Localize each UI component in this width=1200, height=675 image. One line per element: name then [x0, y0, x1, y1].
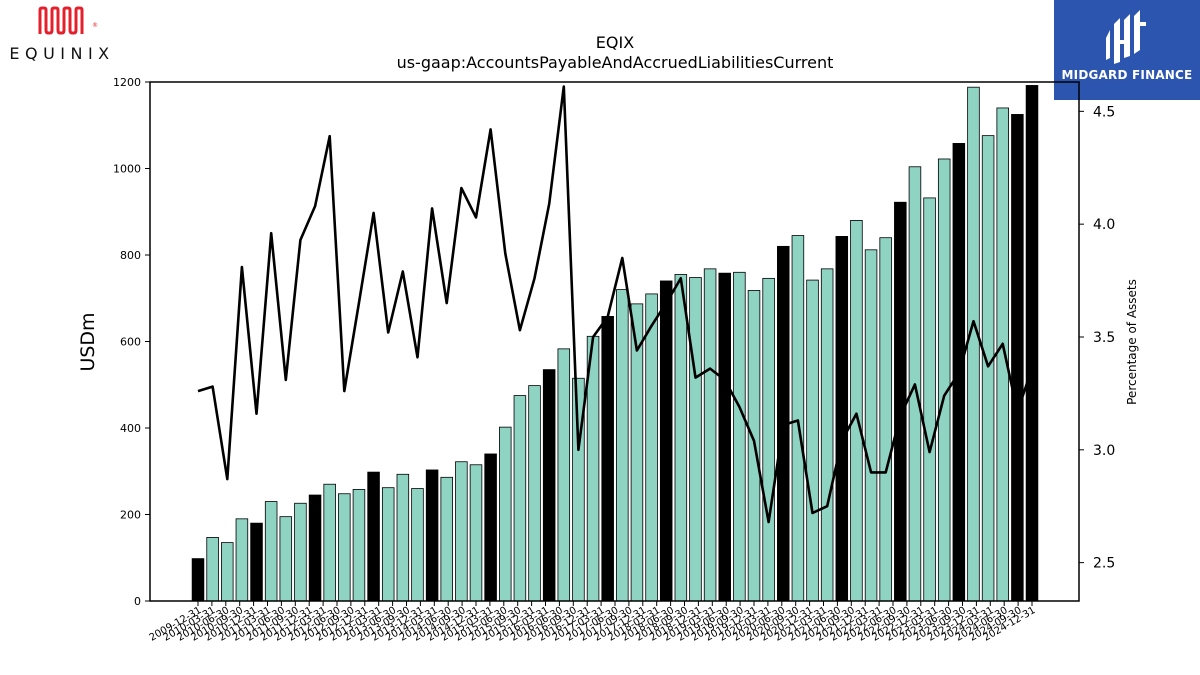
bar	[879, 237, 892, 602]
y-axis-label: USDm	[77, 312, 99, 371]
midgard-finance-logo-mark	[1106, 10, 1146, 64]
bar	[484, 453, 497, 602]
bar	[923, 197, 936, 602]
bar	[557, 348, 571, 602]
bar	[308, 494, 322, 602]
midgard-finance-logo: MIDGARD FINANCE	[1054, 0, 1200, 100]
bar	[850, 219, 863, 602]
bar	[674, 274, 688, 602]
bar	[235, 518, 249, 602]
equinix-logo: ® EQUINIX	[0, 0, 125, 70]
y2-tick-label: 4.5	[1093, 104, 1115, 120]
bar	[718, 272, 731, 602]
y2-axis-ticks: 2.5 3.0 3.5 4.0 4.5	[1079, 104, 1115, 572]
bar	[791, 235, 805, 602]
y2-tick-label: 4.0	[1093, 217, 1115, 233]
bar	[762, 277, 775, 602]
plot-frame	[149, 81, 1080, 602]
bar	[381, 487, 395, 602]
equinix-logo-text: EQUINIX	[9, 44, 114, 63]
y-tick-label: 600	[120, 336, 141, 349]
bar	[1025, 85, 1039, 602]
y2-tick-label: 3.0	[1093, 443, 1115, 459]
bar	[806, 279, 819, 602]
percentage-line-series	[197, 85, 1034, 524]
bar	[323, 483, 336, 602]
bar	[689, 277, 702, 602]
bar	[396, 473, 410, 602]
bar	[191, 558, 205, 602]
bar	[733, 271, 746, 602]
bar	[513, 395, 527, 602]
bar	[440, 476, 453, 602]
bar	[616, 289, 629, 602]
bar	[469, 464, 483, 602]
bar	[221, 542, 234, 602]
bar	[411, 488, 424, 602]
bar	[338, 493, 351, 602]
y-tick-label: 0	[134, 595, 141, 608]
bar	[206, 537, 219, 602]
bar-series	[191, 85, 1039, 602]
bar	[820, 268, 834, 602]
y-tick-label: 800	[120, 249, 141, 262]
y2-axis-label: Percentage of Assets	[1125, 279, 1139, 405]
bar	[967, 86, 980, 602]
bar	[367, 471, 380, 602]
bar	[981, 135, 995, 602]
y-tick-label: 200	[120, 509, 141, 522]
bar	[996, 107, 1009, 602]
x-axis-ticks: 2009-12-312010-03-312010-06-302010-09-30…	[148, 601, 1038, 644]
bar	[279, 516, 293, 602]
bar	[528, 385, 541, 602]
midgard-finance-logo-text: MIDGARD FINANCE	[1061, 68, 1193, 82]
svg-text:®: ®	[92, 22, 98, 29]
percentage-line	[197, 85, 1034, 524]
bar	[659, 280, 673, 602]
bar	[601, 316, 614, 602]
y2-tick-label: 2.5	[1093, 556, 1115, 572]
y-axis-ticks: 0 200 400 600 800 1000 1200	[113, 76, 150, 608]
bar	[937, 158, 951, 602]
bar	[264, 501, 278, 602]
y-tick-label: 400	[120, 422, 141, 435]
equinix-logo-mark: ® EQUINIX	[9, 6, 114, 63]
y2-tick-label: 3.5	[1093, 330, 1115, 346]
bar	[425, 469, 439, 602]
y-tick-label: 1000	[113, 163, 141, 176]
bar	[250, 522, 263, 602]
chart-subtitle: us-gaap:AccountsPayableAndAccruedLiabili…	[397, 53, 834, 72]
bar	[894, 201, 907, 602]
chart-title: EQIX	[596, 33, 634, 52]
bar	[1011, 114, 1024, 602]
bar	[542, 369, 556, 602]
bar	[294, 502, 307, 602]
bar	[499, 426, 512, 602]
y-tick-label: 1200	[113, 76, 141, 89]
bar	[352, 489, 366, 602]
bar	[864, 249, 878, 602]
bar	[645, 293, 658, 602]
bar	[703, 268, 717, 602]
bar	[835, 236, 849, 602]
bar	[455, 461, 468, 602]
